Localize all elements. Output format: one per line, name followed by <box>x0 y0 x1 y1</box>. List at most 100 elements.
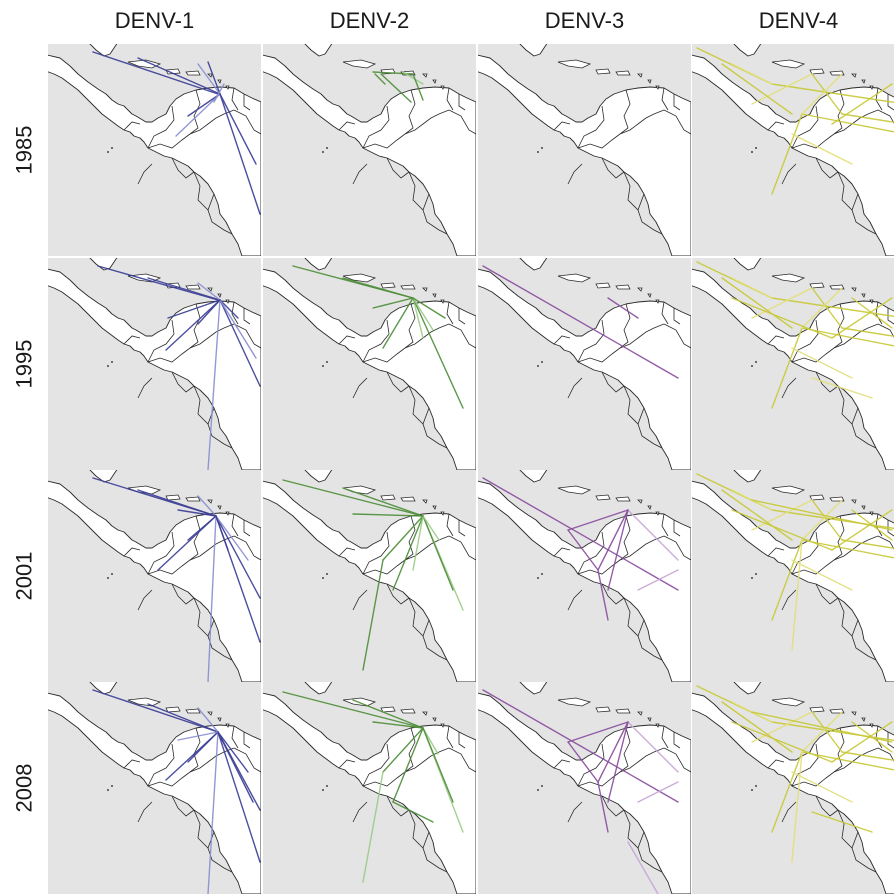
transmission-route <box>721 489 793 541</box>
transmission-route <box>197 282 221 301</box>
transmission-route <box>841 539 894 549</box>
country-border <box>404 109 450 135</box>
transmission-route <box>219 93 261 215</box>
caribbean-island <box>861 717 866 722</box>
country-border <box>877 747 894 762</box>
galapagos-island <box>322 365 324 367</box>
galapagos-island <box>326 361 328 363</box>
caribbean-island <box>165 68 181 75</box>
transmission-route <box>751 711 813 743</box>
country-border <box>123 759 141 769</box>
caribbean-island <box>771 485 806 495</box>
country-border <box>619 515 631 561</box>
caribbean-island <box>432 293 437 298</box>
transmission-route <box>731 721 833 763</box>
yucatan-outline <box>89 44 118 57</box>
caribbean-island <box>655 85 660 90</box>
map-svg <box>48 44 261 256</box>
country-border <box>362 771 406 787</box>
country-border <box>851 635 877 661</box>
transmission-route <box>165 731 219 781</box>
map-svg <box>263 258 476 470</box>
country-border <box>577 743 605 787</box>
caribbean-island <box>861 505 866 510</box>
map-panel-denv2-1985 <box>263 44 476 256</box>
transmission-route <box>362 559 384 671</box>
caribbean-island <box>440 85 445 90</box>
transmission-route <box>282 691 424 729</box>
galapagos-island <box>322 577 324 579</box>
galapagos-island <box>541 785 543 787</box>
column-header-denv4: DENV-4 <box>758 8 839 33</box>
country-border <box>123 335 141 345</box>
column-header-denv3: DENV-3 <box>544 8 625 33</box>
row-header-2001: 2001 <box>0 470 48 682</box>
map-panel-denv1-2001 <box>48 470 261 682</box>
caribbean-island <box>440 723 445 728</box>
transmission-route <box>811 73 843 115</box>
country-border <box>458 308 466 325</box>
country-border <box>386 795 410 817</box>
transmission-route <box>751 499 893 531</box>
map-panel-denv4-1995 <box>692 258 894 470</box>
caribbean-island <box>400 496 416 502</box>
country-border <box>189 515 201 561</box>
caribbean-island <box>400 284 416 290</box>
transmission-route <box>482 689 679 803</box>
caribbean-island <box>809 282 825 289</box>
transmission-route <box>597 569 609 621</box>
caribbean-island <box>557 697 592 707</box>
map-svg <box>478 44 691 256</box>
country-border <box>661 301 669 325</box>
map-panel-denv4-1985 <box>692 44 894 256</box>
caribbean-island <box>869 511 874 516</box>
row-label: 1995 <box>11 339 37 389</box>
transmission-route <box>374 73 386 85</box>
transmission-route <box>731 63 773 85</box>
row-header-2008: 2008 <box>0 682 48 894</box>
country-border <box>362 347 406 363</box>
country-border <box>233 535 261 561</box>
transmission-route <box>197 495 217 517</box>
country-border <box>619 747 665 773</box>
yucatan-outline <box>519 470 548 483</box>
country-border <box>338 547 356 557</box>
country-border <box>137 589 153 611</box>
transmission-route <box>771 327 803 409</box>
galapagos-island <box>755 147 757 149</box>
caribbean-island <box>217 505 222 510</box>
country-border <box>147 133 191 149</box>
transmission-route <box>851 297 893 329</box>
galapagos-island <box>107 365 109 367</box>
caribbean-island <box>225 723 230 728</box>
caribbean-island <box>185 70 201 76</box>
country-border <box>243 308 251 325</box>
country-border <box>362 743 390 787</box>
country-border <box>833 109 879 135</box>
transmission-route <box>841 327 894 337</box>
caribbean-island <box>655 511 660 516</box>
caribbean-island <box>647 79 652 84</box>
country-border <box>446 87 454 111</box>
yucatan-outline <box>89 258 118 271</box>
transmission-route <box>637 569 679 591</box>
transmission-route <box>219 93 257 165</box>
caribbean-island <box>422 73 428 78</box>
country-border <box>623 171 645 211</box>
country-border <box>233 747 261 773</box>
galapagos-island <box>751 577 753 579</box>
map-panel-denv1-1985 <box>48 44 261 256</box>
country-border <box>673 94 681 111</box>
yucatan-outline <box>89 470 118 483</box>
land-outline <box>478 268 691 470</box>
caribbean-island <box>217 293 222 298</box>
map-panel-denv2-2008 <box>263 682 476 894</box>
country-border <box>791 347 835 363</box>
country-border <box>147 105 175 149</box>
transmission-route <box>597 781 609 833</box>
transmission-route <box>342 487 424 517</box>
galapagos-island <box>322 151 324 153</box>
transmission-route <box>219 299 239 319</box>
country-border <box>851 209 877 235</box>
caribbean-island <box>217 717 222 722</box>
